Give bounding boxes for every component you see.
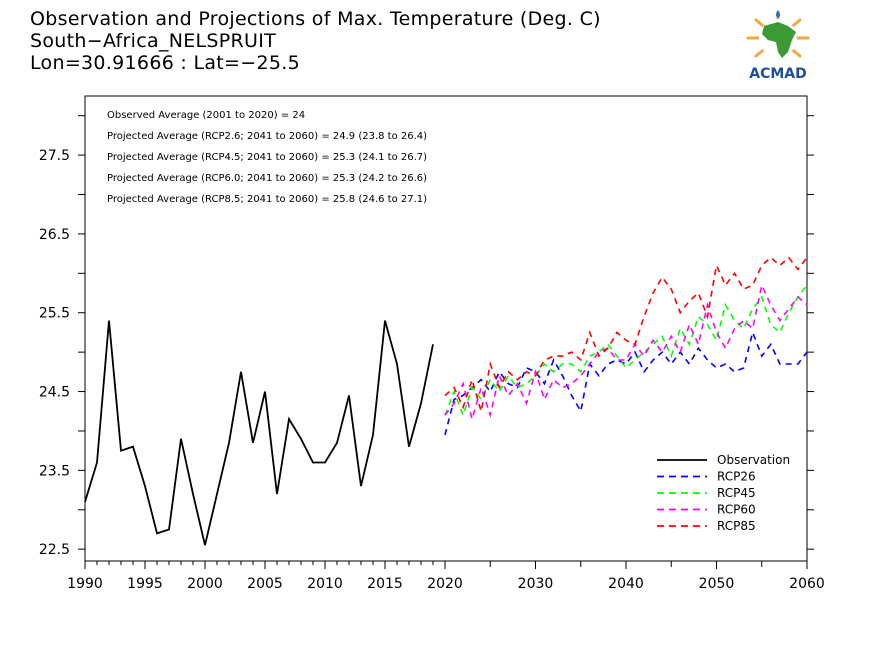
stats-line: Observed Average (2001 to 2020) = 24 — [107, 110, 305, 121]
logo-text: ACMAD — [749, 66, 807, 82]
series-line-rcp60 — [444, 282, 808, 423]
chart-title: Observation and Projections of Max. Temp… — [30, 8, 601, 30]
series-line-rcp85 — [444, 256, 808, 412]
y-tick-label: 22.5 — [39, 542, 70, 558]
series-line-observation — [84, 320, 434, 546]
chart-axes: 22.5 23.5 24.5 25.5 26.5 27.5 1990 1995 2000 2005… — [39, 95, 825, 592]
chart-title-block: Observation and Projections of Max. Temp… — [30, 8, 601, 74]
series-line-rcp26 — [444, 329, 808, 436]
x-tick-label: 2000 — [187, 576, 223, 592]
y-tick-label: 25.5 — [39, 306, 70, 322]
x-tick-label: 2040 — [608, 576, 644, 592]
y-tick-label: 24.5 — [39, 385, 70, 401]
africa-map-icon — [746, 10, 810, 58]
legend-label: RCP45 — [717, 486, 756, 500]
station-name: South−Africa_NELSPRUIT — [30, 30, 277, 52]
x-tick-label: 2015 — [367, 576, 403, 592]
acmad-logo: ACMAD — [738, 8, 818, 82]
stats-line: Projected Average (RCP6.0; 2041 to 2060)… — [107, 173, 427, 184]
y-tick-label: 26.5 — [39, 227, 70, 243]
x-tick-label: 1990 — [67, 576, 103, 592]
station-coordinates: Lon=30.91666 : Lat=−25.5 — [30, 52, 300, 74]
stats-text-block: Observed Average (2001 to 2020) = 24 Proj… — [107, 110, 427, 205]
y-tick-label: 27.5 — [39, 148, 70, 164]
legend-label: RCP26 — [717, 470, 756, 484]
series-line-rcp45 — [444, 284, 808, 418]
x-tick-label: 2050 — [699, 576, 735, 592]
stats-line: Projected Average (RCP8.5; 2041 to 2060)… — [107, 194, 427, 205]
x-tick-label: 2010 — [307, 576, 343, 592]
legend: Observation RCP26 RCP45 RCP60 RCP85 — [657, 453, 790, 533]
stats-line: Projected Average (RCP4.5; 2041 to 2060)… — [107, 152, 427, 163]
x-tick-label: 1995 — [127, 576, 163, 592]
legend-label: RCP60 — [717, 503, 756, 517]
stats-line: Projected Average (RCP2.6; 2041 to 2060)… — [107, 131, 427, 142]
x-tick-label: 2060 — [789, 576, 825, 592]
legend-label: Observation — [717, 453, 790, 467]
plot-frame — [84, 95, 808, 562]
x-tick-label: 2020 — [427, 576, 463, 592]
x-tick-label: 2030 — [518, 576, 554, 592]
y-tick-label: 23.5 — [39, 463, 70, 479]
series-lines — [84, 256, 808, 546]
x-tick-label: 2005 — [247, 576, 283, 592]
legend-label: RCP85 — [717, 519, 756, 533]
